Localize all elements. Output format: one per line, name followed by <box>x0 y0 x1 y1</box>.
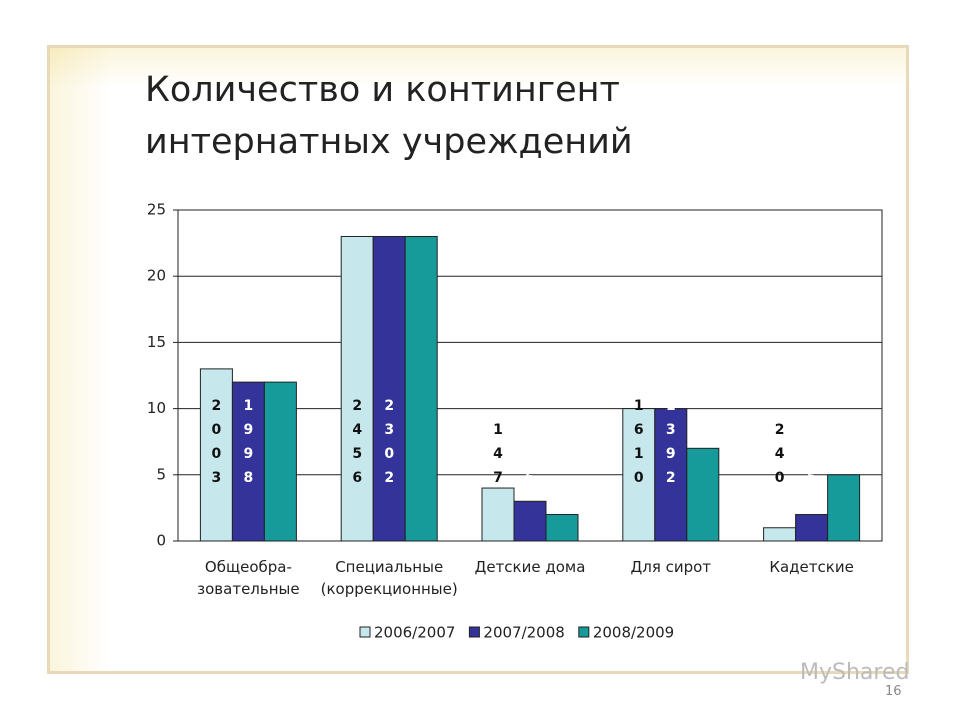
legend-label: 2008/2009 <box>593 624 674 642</box>
y-tick-label: 5 <box>156 465 166 483</box>
bar <box>513 500 547 542</box>
page-number: 16 <box>885 684 902 699</box>
data-label: 1610 <box>633 398 644 486</box>
data-label: 240 <box>774 422 785 486</box>
y-tick-label: 25 <box>147 201 166 219</box>
bar <box>404 235 438 542</box>
bar <box>231 381 265 542</box>
data-label: 315 <box>806 422 817 486</box>
y-tick-label: 15 <box>147 333 166 351</box>
y-tick-label: 20 <box>147 267 166 285</box>
data-label: 126 <box>525 422 535 486</box>
legend-swatch <box>578 626 590 638</box>
bar <box>372 235 406 542</box>
x-tick-label: Детские дома <box>474 558 586 576</box>
legend-label: 2007/2008 <box>483 624 564 642</box>
data-label: 1998 <box>243 398 254 486</box>
bar <box>686 447 720 542</box>
y-tick-label: 0 <box>156 532 166 550</box>
watermark: MyShared <box>800 660 910 685</box>
slide-title: Количество и контингент интернатных учре… <box>145 70 633 162</box>
legend-swatch <box>359 626 371 638</box>
legend-swatch <box>468 626 480 638</box>
data-label: 2456 <box>352 398 363 486</box>
bar <box>654 408 688 542</box>
bar <box>545 514 579 542</box>
x-tick-label: Специальные (коррекционные) <box>320 558 458 598</box>
bar <box>340 235 374 542</box>
bar <box>263 381 297 542</box>
bar <box>622 408 656 542</box>
x-tick-label: Кадетские <box>769 558 854 576</box>
bar <box>795 514 829 542</box>
x-tick-label: Для сирот <box>630 558 712 576</box>
bar <box>827 474 861 542</box>
legend <box>352 620 730 646</box>
data-label: 1392 <box>665 398 676 486</box>
data-label: 2302 <box>384 398 395 486</box>
x-tick-label: Общеобра- зовательные <box>197 558 300 598</box>
legend-label: 2006/2007 <box>374 624 455 642</box>
bar <box>481 487 515 542</box>
data-label: 147 <box>493 422 503 486</box>
data-label: 2003 <box>211 398 222 486</box>
y-tick-label: 10 <box>147 399 166 417</box>
bar <box>763 527 797 542</box>
